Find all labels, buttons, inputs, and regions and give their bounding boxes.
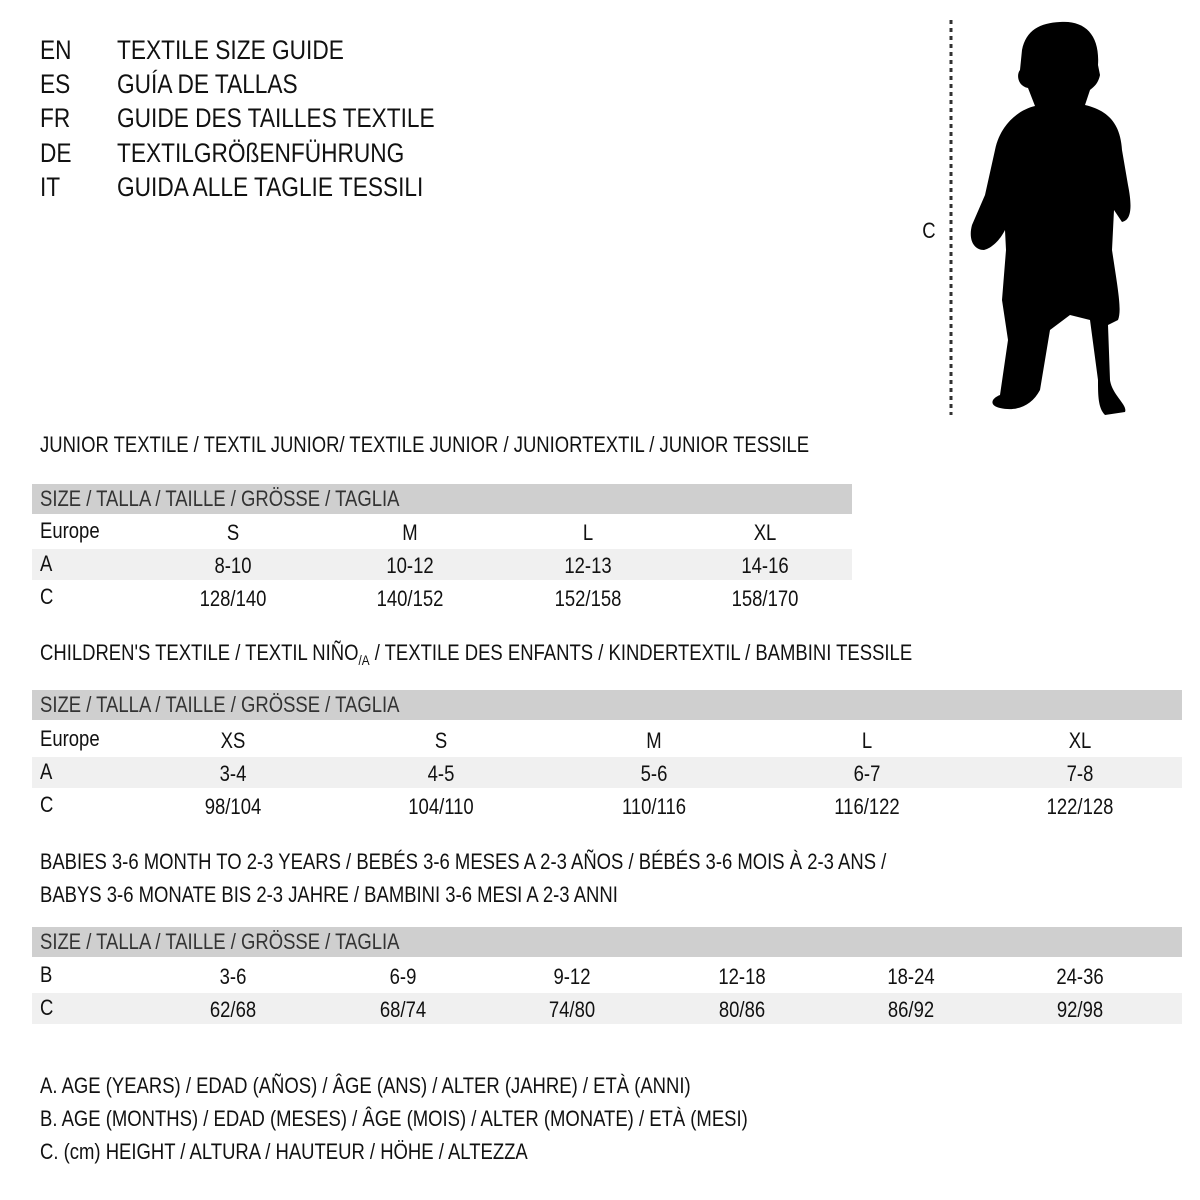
table-cell: 140/152 bbox=[376, 586, 444, 611]
table-cell: 4-5 bbox=[427, 761, 455, 786]
size-header-label: SIZE / TALLA / TAILLE / GRÖSSE / TAGLIA bbox=[40, 929, 400, 954]
size-header-bar: SIZE / TALLA / TAILLE / GRÖSSE / TAGLIA bbox=[32, 690, 1182, 720]
table-row bbox=[32, 993, 1182, 1024]
table-cell: 152/158 bbox=[554, 586, 622, 611]
table-cell: 24-36 bbox=[1056, 964, 1104, 989]
child-silhouette bbox=[970, 21, 1131, 415]
language-code: ES bbox=[40, 69, 71, 100]
table-cell: 62/68 bbox=[209, 997, 257, 1022]
size-header-bar: SIZE / TALLA / TAILLE / GRÖSSE / TAGLIA bbox=[32, 927, 1182, 957]
legend-line: C. (cm) HEIGHT / ALTURA / HAUTEUR / HÖHE… bbox=[40, 1139, 528, 1164]
row-label: Europe bbox=[40, 518, 100, 543]
table-cell: XS bbox=[220, 728, 246, 753]
table-cell: 5-6 bbox=[640, 761, 668, 786]
language-code: DE bbox=[40, 137, 72, 168]
size-header-bar: SIZE / TALLA / TAILLE / GRÖSSE / TAGLIA bbox=[32, 484, 852, 514]
table-row bbox=[32, 516, 852, 547]
row-label: C bbox=[40, 792, 54, 817]
row-label: Europe bbox=[40, 726, 100, 751]
row-label: C bbox=[40, 995, 54, 1020]
guide-title: TEXTILGRÖßENFÜHRUNG bbox=[117, 137, 405, 168]
table-cell: XL bbox=[1068, 728, 1092, 753]
table-cell: L bbox=[582, 520, 594, 545]
guide-title: GUÍA DE TALLAS bbox=[117, 69, 298, 100]
table-cell: 74/80 bbox=[548, 997, 596, 1022]
language-code: IT bbox=[40, 171, 61, 202]
guide-title: TEXTILE SIZE GUIDE bbox=[117, 35, 344, 65]
section-title-part: CHILDREN'S TEXTILE / TEXTIL NIÑO bbox=[40, 640, 359, 665]
table-cell: L bbox=[861, 728, 873, 753]
section-title-part: /A bbox=[358, 652, 370, 668]
size-header-label: SIZE / TALLA / TAILLE / GRÖSSE / TAGLIA bbox=[40, 692, 400, 717]
table-row bbox=[32, 960, 1182, 991]
row-label: A bbox=[40, 759, 53, 784]
table-cell: 68/74 bbox=[379, 997, 427, 1022]
row-label: C bbox=[40, 584, 54, 609]
language-code: FR bbox=[40, 103, 71, 134]
table-row bbox=[32, 757, 1182, 788]
table-cell: 12-13 bbox=[564, 553, 612, 578]
section-title-part: / TEXTILE DES ENFANTS / KINDERTEXTIL / B… bbox=[369, 640, 913, 665]
row-label: A bbox=[40, 551, 53, 576]
table-cell: 110/116 bbox=[621, 794, 687, 819]
table-cell: 86/92 bbox=[887, 997, 935, 1022]
table-cell: 6-7 bbox=[853, 761, 881, 786]
table-cell: S bbox=[226, 520, 240, 545]
table-cell: S bbox=[434, 728, 448, 753]
table-cell: 3-4 bbox=[219, 761, 247, 786]
table-cell: 116/122 bbox=[834, 794, 900, 819]
table-cell: 18-24 bbox=[887, 964, 935, 989]
section-title-children: CHILDREN'S TEXTILE / TEXTIL NIÑO/A / TEX… bbox=[40, 640, 912, 673]
table-cell: 80/86 bbox=[718, 997, 766, 1022]
child-silhouette-icon bbox=[949, 20, 1131, 415]
section-title-junior: JUNIOR TEXTILE / TEXTIL JUNIOR/ TEXTILE … bbox=[40, 432, 810, 457]
table-cell: 104/110 bbox=[408, 794, 474, 819]
table-cell: 6-9 bbox=[389, 964, 417, 989]
table-cell: M bbox=[646, 728, 662, 753]
table-cell: M bbox=[402, 520, 418, 545]
legend-line: B. AGE (MONTHS) / EDAD (MESES) / ÂGE (MO… bbox=[40, 1106, 748, 1131]
size-header-label: SIZE / TALLA / TAILLE / GRÖSSE / TAGLIA bbox=[40, 486, 400, 511]
measure-label-c: C bbox=[922, 218, 936, 243]
section-title-babies: BABIES 3-6 MONTH TO 2-3 YEARS / BEBÉS 3-… bbox=[40, 849, 887, 874]
table-cell: 98/104 bbox=[204, 794, 262, 819]
section-title-babies-2: BABYS 3-6 MONATE BIS 2-3 JAHRE / BAMBINI… bbox=[40, 882, 618, 907]
table-cell: 8-10 bbox=[214, 553, 252, 578]
table-row bbox=[32, 549, 852, 580]
table-cell: 12-18 bbox=[718, 964, 766, 989]
table-cell: 14-16 bbox=[741, 553, 789, 578]
table-cell: 122/128 bbox=[1046, 794, 1114, 819]
guide-title: GUIDA ALLE TAGLIE TESSILI bbox=[117, 171, 424, 202]
table-cell: 92/98 bbox=[1056, 997, 1104, 1022]
guide-title: GUIDE DES TAILLES TEXTILE bbox=[117, 103, 435, 134]
table-cell: XL bbox=[753, 520, 777, 545]
legend-line: A. AGE (YEARS) / EDAD (AÑOS) / ÂGE (ANS)… bbox=[40, 1073, 691, 1098]
table-cell: 9-12 bbox=[553, 964, 591, 989]
table-cell: 7-8 bbox=[1066, 761, 1094, 786]
table-cell: 128/140 bbox=[199, 586, 267, 611]
table-row bbox=[32, 724, 1182, 755]
table-cell: 3-6 bbox=[219, 964, 247, 989]
table-cell: 158/170 bbox=[731, 586, 799, 611]
table-cell: 10-12 bbox=[386, 553, 434, 578]
language-code: EN bbox=[40, 35, 72, 65]
row-label: B bbox=[40, 962, 53, 987]
